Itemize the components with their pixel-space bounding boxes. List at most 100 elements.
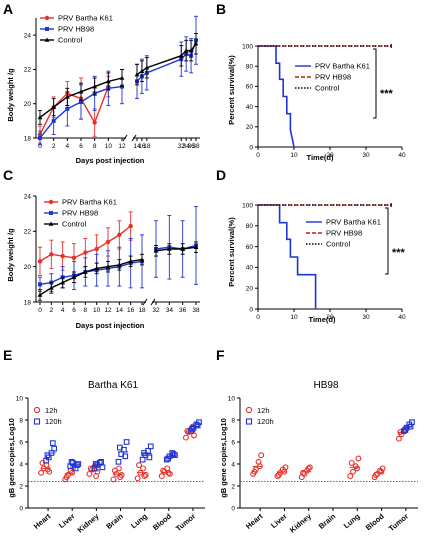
panel-letter-a: A <box>3 1 13 17</box>
chart-f-series-12h-point <box>306 464 313 471</box>
chart-a-x-tick-label: 8 <box>93 143 97 150</box>
chart-f-series-12h-point <box>395 435 402 442</box>
chart-b-x-tick-label: 40 <box>398 152 406 159</box>
chart-e-y-tick-label: 2 <box>19 483 23 490</box>
chart-e-series-12h-point <box>110 476 117 483</box>
chart-e-series-120h-point <box>194 422 201 429</box>
chart-e-title: Bartha K61 <box>88 380 138 391</box>
chart-a-x-tick-label: 2 <box>52 143 56 150</box>
chart-c-series-control-point <box>128 258 134 264</box>
chart-d-y-tick-label: 100 <box>242 202 253 209</box>
panel-letter-e: E <box>3 347 12 363</box>
chart-c-series-control-point <box>166 246 172 251</box>
chart-a-legend-marker <box>45 27 49 31</box>
chart-b-y-tick-label: 80 <box>246 64 254 71</box>
chart-e-legend-label: 12h <box>45 406 58 415</box>
chart-e-series-120h-point <box>122 453 129 460</box>
chart-f-series-12h-point <box>251 468 258 475</box>
chart-f-category-label: Tumor <box>387 512 410 534</box>
chart-d-series-prv-bartha-k61-line <box>258 204 317 309</box>
chart-d-significance-bracket <box>385 207 389 275</box>
chart-c-x-tick-label: 32 <box>152 307 160 314</box>
chart-d-y-tick-label: 0 <box>249 306 253 313</box>
chart-a-x-tick-label: 6 <box>79 143 83 150</box>
chart-e-series-12h-point <box>141 473 148 480</box>
chart-f-series-12h-point <box>379 465 386 472</box>
chart-a-series-prv-bartha-k61-line <box>39 86 109 135</box>
chart-e-y-tick-label: 8 <box>19 417 23 424</box>
chart-a-legend-label: PRV HB98 <box>58 25 94 34</box>
chart-e-y-tick-label: 4 <box>19 461 23 468</box>
chart-a-series-control-line <box>136 43 197 76</box>
chart-a-series-control-point <box>105 78 111 84</box>
chart-f-series-12h-point <box>355 455 362 462</box>
chart-e-series-12h-point <box>160 467 167 474</box>
chart-a-axis-break-mark <box>122 134 128 142</box>
chart-f-y-tick-label: 10 <box>228 395 236 402</box>
chart-e-series-12h-point <box>69 469 75 476</box>
chart-e-category-label: Heart <box>32 511 53 531</box>
chart-b-y-tick-label: 60 <box>246 84 254 91</box>
chart-c-series-control-point <box>193 244 199 250</box>
chart-a-x-tick-label: 36 <box>187 143 195 150</box>
chart-a-series-control-point <box>139 68 145 73</box>
chart-f-category-label: Brain <box>317 511 338 530</box>
chart-c-legend-marker <box>48 221 54 226</box>
chart-e-series-12h-point <box>38 469 45 476</box>
chart-e-series-120h-point <box>98 458 104 465</box>
chart-a-series-prv-hb98-point <box>38 136 42 140</box>
chart-c-x-tick-label: 6 <box>72 307 76 314</box>
chart-f-series-12h-point <box>350 468 356 475</box>
chart-f-series-12h-point <box>300 469 307 476</box>
chart-c-xlabel: Days post injection <box>76 321 145 330</box>
chart-c-y-tick-label: 22 <box>24 229 32 236</box>
chart-d-y-tick-label: 60 <box>246 244 254 251</box>
chart-c-y-tick-label: 18 <box>24 299 32 306</box>
chart-c-x-tick-label: 4 <box>61 307 65 314</box>
chart-a-series-control-point <box>37 114 43 120</box>
chart-e-series-12h-point <box>140 465 146 472</box>
chart-b-ylabel: Percent survival(%) <box>227 55 236 125</box>
chart-f-category-label: Lung <box>342 511 362 530</box>
chart-f-legend-marker <box>245 418 253 425</box>
chart-f-series-120h-point <box>402 427 409 433</box>
chart-e-series-12h-point <box>136 462 142 469</box>
chart-d-xlabel: Time(d) <box>309 315 336 324</box>
chart-a-xlabel: Days post injection <box>76 156 145 165</box>
chart-a-x-tick-label: 12 <box>118 143 126 150</box>
chart-f-category-label: Kidney <box>288 511 314 535</box>
chart-c-series-control-point <box>116 262 122 267</box>
chart-a-series-control-point <box>64 94 70 99</box>
chart-c-series-prv-bartha-k61-point <box>83 250 88 255</box>
chart-a-legend-label: PRV Bartha K61 <box>58 14 113 23</box>
chart-e-series-12h-point <box>111 467 118 474</box>
chart-d-legend-label: PRV Bartha K61 <box>326 218 381 227</box>
chart-e-series-12h-point <box>191 432 197 439</box>
chart-b-legend-label: Control <box>315 84 340 93</box>
chart-c-x-tick-label: 16 <box>127 307 135 314</box>
chart-e-series-120h-point <box>146 454 153 461</box>
chart-f-series-12h-point <box>258 452 265 459</box>
chart-f-series-12h-point <box>378 468 385 475</box>
chart-a-y-tick-label: 20 <box>24 101 32 108</box>
panel-letter-d: D <box>216 167 226 183</box>
chart-c-series-control-point <box>180 246 186 251</box>
chart-c-series-control-point <box>60 280 66 285</box>
chart-f-y-tick-label: 6 <box>231 439 235 446</box>
chart-b-y-tick-label: 0 <box>249 144 253 151</box>
chart-c-series-control-point <box>94 265 100 271</box>
chart-c-legend-label: PRV HB98 <box>62 209 98 218</box>
panel-letter-b: B <box>216 1 226 17</box>
chart-b-x-tick-label: 0 <box>256 152 260 159</box>
chart-d-ylabel: Percent survival(%) <box>227 217 236 287</box>
chart-a-x-tick-label: 32 <box>178 143 186 150</box>
chart-a-x-tick-label: 4 <box>66 143 70 150</box>
chart-f-series-12h-point <box>275 472 282 478</box>
chart-e-legend-marker <box>33 406 41 414</box>
chart-a-series-prv-hb98-point <box>79 100 83 104</box>
chart-c-axis-break-mark <box>150 298 156 306</box>
chart-e-legend-label: 120h <box>45 417 62 426</box>
chart-a-series-control-point <box>188 48 194 53</box>
chart-b-xlabel: Time(d) <box>307 153 334 162</box>
